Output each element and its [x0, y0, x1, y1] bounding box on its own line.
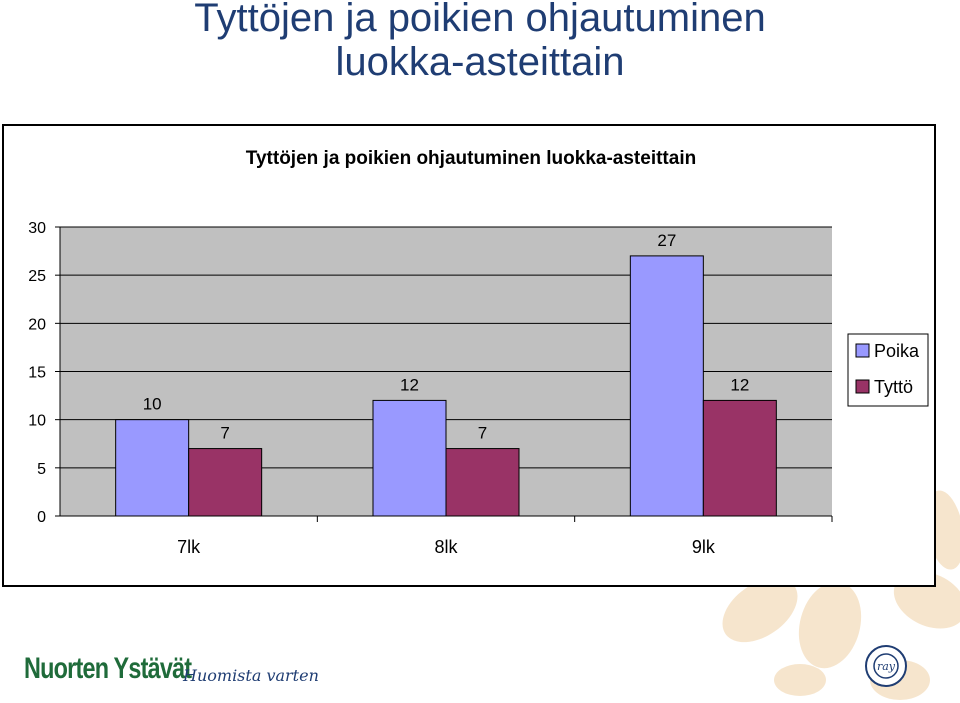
x-tick-label: 9lk	[692, 537, 716, 557]
nuorten-ystavat-logo: Nuorten Ystävät	[24, 652, 192, 685]
chart-frame: Tyttöjen ja poikien ohjautuminen luokka-…	[2, 124, 936, 587]
y-tick-label: 25	[28, 268, 46, 285]
bar-poika-9lk	[629, 255, 704, 517]
bar-chart: Tyttöjen ja poikien ohjautuminen luokka-…	[28, 148, 929, 557]
bar-tyttö-7lk	[188, 448, 263, 517]
data-label: 27	[657, 231, 676, 250]
ray-badge-text: ray	[877, 660, 896, 673]
slide-title-line1: Tyttöjen ja poikien ohjautuminen	[194, 0, 766, 40]
x-tick-label: 7lk	[177, 537, 201, 557]
bar-poika-7lk	[115, 419, 190, 517]
legend-swatch-tyttö	[855, 379, 870, 394]
y-tick-label: 0	[37, 509, 46, 526]
slide-title-line2: luokka-asteittain	[335, 40, 625, 84]
y-tick-label: 20	[28, 316, 46, 333]
legend-swatch-poika	[855, 343, 870, 358]
x-tick-label: 8lk	[434, 537, 458, 557]
bar-tyttö-8lk	[445, 448, 520, 517]
data-label: 7	[220, 424, 229, 443]
legend-label: Poika	[874, 341, 920, 361]
data-label: 10	[143, 395, 162, 414]
legend-label: Tyttö	[874, 377, 913, 397]
y-tick-label: 10	[28, 413, 46, 430]
data-label: 12	[400, 375, 419, 394]
bar-poika-8lk	[372, 399, 447, 517]
data-label: 12	[730, 375, 749, 394]
data-label: 7	[478, 424, 487, 443]
y-tick-label: 15	[28, 365, 46, 382]
bar-tyttö-9lk	[702, 399, 777, 517]
ray-badge-logo: ray	[865, 645, 907, 687]
chart-title: Tyttöjen ja poikien ohjautuminen luokka-…	[246, 148, 696, 169]
footer-slogan: Huomista varten	[183, 666, 319, 685]
slide-title: Tyttöjen ja poikien ohjautuminen luokka-…	[0, 0, 960, 84]
y-tick-label: 30	[28, 220, 46, 237]
y-tick-label: 5	[37, 461, 46, 478]
